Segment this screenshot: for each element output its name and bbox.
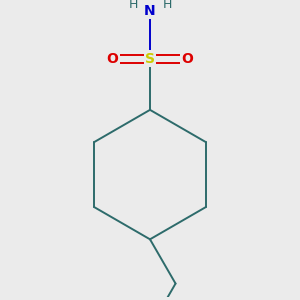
Text: O: O — [106, 52, 119, 66]
Text: N: N — [144, 4, 156, 18]
Text: H: H — [162, 0, 172, 11]
Text: O: O — [182, 52, 194, 66]
Text: H: H — [128, 0, 138, 11]
Text: S: S — [145, 52, 155, 66]
